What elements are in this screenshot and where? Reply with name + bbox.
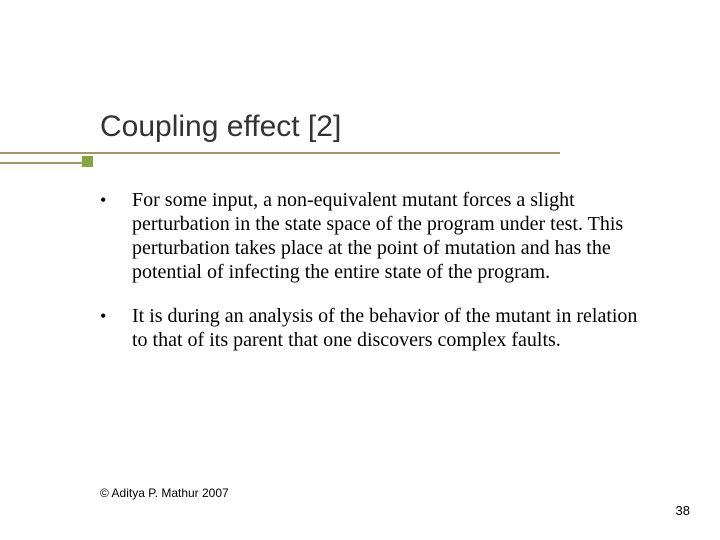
list-item: • It is during an analysis of the behavi…: [100, 304, 645, 352]
bullet-text: For some input, a non-equivalent mutant …: [132, 188, 645, 284]
bullet-icon: •: [100, 188, 132, 212]
footer-copyright: © Aditya P. Mathur 2007: [100, 486, 229, 500]
slide: Coupling effect [2] • For some input, a …: [0, 0, 720, 540]
bullet-text: It is during an analysis of the behavior…: [132, 304, 645, 352]
accent-square-icon: [82, 156, 93, 167]
list-item: • For some input, a non-equivalent mutan…: [100, 188, 645, 284]
slide-title: Coupling effect [2]: [100, 110, 341, 144]
bullet-icon: •: [100, 304, 132, 328]
title-underline-short: [0, 162, 82, 164]
page-number: 38: [676, 503, 690, 518]
body-text: • For some input, a non-equivalent mutan…: [100, 188, 645, 372]
title-underline-long: [0, 152, 560, 154]
